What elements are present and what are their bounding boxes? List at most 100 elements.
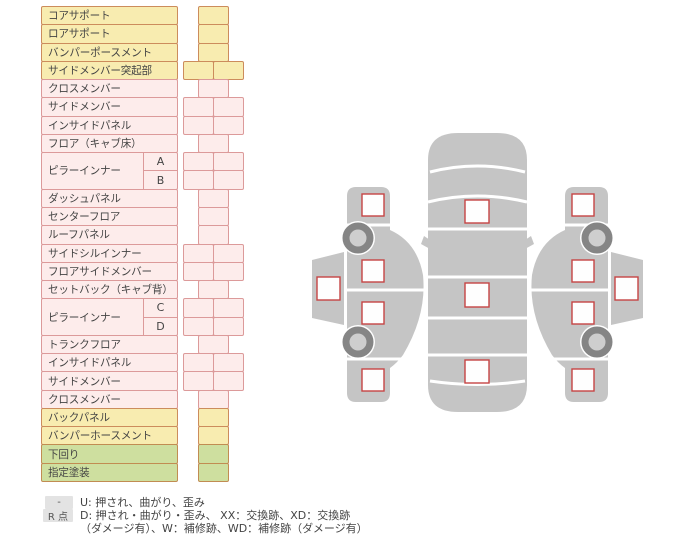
part-row: 指定塗装	[41, 462, 178, 483]
damage-cell[interactable]	[198, 225, 229, 245]
left-front-wheel-icon	[341, 221, 375, 255]
check-hood[interactable]	[464, 199, 490, 224]
part-row: コアサポート	[41, 6, 178, 26]
damage-cell[interactable]	[213, 371, 244, 391]
damage-cell[interactable]	[213, 261, 244, 282]
rear-bumper-gap	[429, 379, 526, 386]
damage-cell[interactable]	[183, 316, 214, 336]
damage-cell[interactable]	[198, 426, 229, 446]
check-right-front-door[interactable]	[571, 259, 595, 283]
check-left-sill[interactable]	[316, 276, 341, 301]
damage-cell[interactable]	[198, 6, 229, 26]
legend-row-r-cont: （ダメージ有）、W：補修跡、WD：補修跡（ダメージ有）	[80, 520, 368, 535]
part-row: バンパーポースメント	[41, 42, 178, 62]
part-row: サイドシルインナー	[41, 243, 178, 263]
part-label: バンパーホースメント	[48, 430, 152, 443]
damage-cell[interactable]	[198, 133, 229, 154]
part-label: サイドメンバー	[48, 101, 121, 114]
check-left-rear-door[interactable]	[361, 301, 385, 325]
check-right-rear-fender[interactable]	[571, 368, 595, 392]
damage-cell[interactable]	[183, 60, 214, 81]
legend-text-u: U: 押され、曲がり、歪み	[80, 496, 205, 509]
part-row: セットバック（キャブ背）	[41, 280, 178, 300]
part-label: サイドシルインナー	[48, 247, 142, 260]
car-right-side-body	[531, 187, 608, 402]
damage-cell[interactable]	[198, 24, 229, 44]
check-trunk[interactable]	[464, 359, 490, 384]
part-row: センターフロア	[41, 206, 178, 227]
part-row: サイドメンバー突起部	[41, 60, 178, 81]
hood-front-gap	[427, 194, 528, 204]
left-rear-wheel-icon	[341, 325, 375, 359]
legend-row-r: R 点 D: 押され・曲がり・歪み、 XX：交換跡、XD：交換跡	[43, 507, 350, 523]
check-roof[interactable]	[464, 282, 490, 308]
damage-cell[interactable]	[213, 115, 244, 135]
damage-cell[interactable]	[198, 334, 229, 355]
damage-cell[interactable]	[198, 79, 229, 99]
pillar-sub-label: B	[156, 173, 165, 187]
check-left-front-door[interactable]	[361, 259, 385, 283]
check-left-rear-fender[interactable]	[361, 368, 385, 392]
part-label: サイドメンバー	[48, 375, 121, 388]
part-label: センターフロア	[48, 211, 121, 224]
damage-cell[interactable]	[198, 206, 229, 227]
part-row: クロスメンバー	[41, 79, 178, 99]
check-right-sill[interactable]	[614, 276, 639, 301]
damage-cell[interactable]	[183, 243, 214, 263]
part-row: トランクフロア	[41, 334, 178, 355]
part-row: インサイドパネル	[41, 353, 178, 373]
right-mirror-icon	[525, 236, 534, 249]
check-right-rear-door[interactable]	[571, 301, 595, 325]
car-top-view	[421, 133, 534, 412]
damage-cell[interactable]	[183, 115, 214, 135]
damage-cell[interactable]	[198, 462, 229, 483]
part-row: サイドメンバー	[41, 97, 178, 117]
damage-cell[interactable]	[183, 353, 214, 373]
damage-cell[interactable]	[183, 170, 214, 190]
damage-cell[interactable]	[213, 60, 244, 81]
check-right-front-fender[interactable]	[571, 193, 595, 217]
part-label: クロスメンバー	[48, 393, 121, 406]
part-row: フロアサイドメンバー	[41, 261, 178, 282]
damage-cell[interactable]	[198, 389, 229, 409]
damage-cell[interactable]	[213, 298, 244, 318]
part-row: バックパネル	[41, 407, 178, 428]
part-label: フロアサイドメンバー	[48, 265, 152, 278]
damage-cell[interactable]	[198, 407, 229, 428]
legend-badge-r-point: R 点	[43, 508, 73, 523]
car-diagram	[312, 133, 643, 412]
front-bumper-gap	[429, 164, 526, 174]
damage-cell[interactable]	[198, 444, 229, 464]
part-label: ピラーインナー	[48, 165, 121, 178]
damage-cell[interactable]	[183, 371, 214, 391]
left-mirror-icon	[421, 236, 430, 249]
damage-cell[interactable]	[183, 298, 214, 318]
damage-cell[interactable]	[213, 353, 244, 373]
pillar-sub-label: C	[144, 299, 177, 318]
damage-cell[interactable]	[213, 243, 244, 263]
damage-cell[interactable]	[183, 152, 214, 172]
damage-cell[interactable]	[183, 261, 214, 282]
damage-cell[interactable]	[213, 170, 244, 190]
damage-cell[interactable]	[213, 316, 244, 336]
part-row: ルーフパネル	[41, 225, 178, 245]
damage-cell[interactable]	[198, 42, 229, 62]
damage-cell[interactable]	[198, 280, 229, 300]
legend-text-d: D: 押され・曲がり・歪み、 XX：交換跡、XD：交換跡	[80, 509, 351, 522]
damage-cell[interactable]	[198, 188, 229, 208]
part-row: クロスメンバー	[41, 389, 178, 409]
part-label: クロスメンバー	[48, 83, 121, 96]
damage-cell[interactable]	[183, 97, 214, 117]
pillar-sub-label: A	[144, 153, 177, 172]
damage-cell[interactable]	[213, 152, 244, 172]
part-label: ダッシュパネル	[48, 192, 121, 205]
check-left-front-fender[interactable]	[361, 193, 385, 217]
car-left-side-body	[347, 187, 424, 402]
part-label: フロア（キャブ床）	[48, 138, 142, 150]
part-label: インサイドパネル	[48, 357, 132, 370]
part-label: トランクフロア	[48, 338, 121, 351]
damage-cell[interactable]	[213, 97, 244, 117]
part-row: サイドメンバー	[41, 371, 178, 391]
